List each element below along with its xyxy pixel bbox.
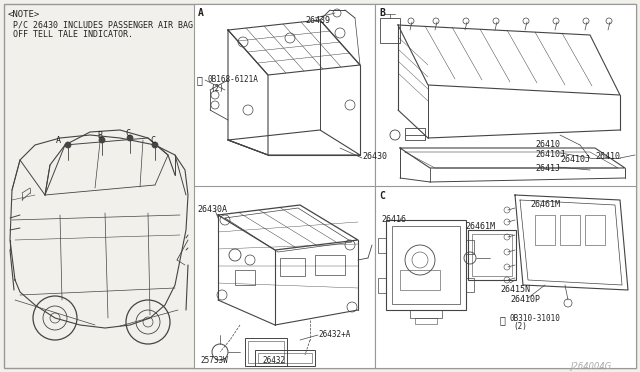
Text: A: A <box>198 8 204 18</box>
Circle shape <box>127 135 133 141</box>
Text: 26432+A: 26432+A <box>318 330 350 339</box>
Text: J264004G: J264004G <box>570 362 611 371</box>
Bar <box>255 350 315 366</box>
Text: C: C <box>379 191 385 201</box>
Text: (2): (2) <box>513 322 527 331</box>
Bar <box>468 230 516 280</box>
Text: 0B310-31010: 0B310-31010 <box>510 314 561 323</box>
Bar <box>410 310 442 318</box>
Bar <box>400 270 440 290</box>
Text: 2641J: 2641J <box>535 164 560 173</box>
Bar <box>248 341 284 363</box>
Bar <box>560 215 580 245</box>
Text: A: A <box>56 136 61 145</box>
Text: ⓤ: ⓤ <box>500 315 506 325</box>
Bar <box>280 258 305 276</box>
Bar <box>245 338 287 366</box>
Text: 26410: 26410 <box>535 140 560 149</box>
Circle shape <box>152 142 158 148</box>
Text: 26410: 26410 <box>595 152 620 161</box>
Text: 26415N: 26415N <box>500 285 530 294</box>
Text: B: B <box>379 8 385 18</box>
Text: 26432: 26432 <box>262 356 285 365</box>
Bar <box>585 215 605 245</box>
Bar <box>235 270 255 285</box>
Text: 26461M: 26461M <box>465 222 495 231</box>
Text: 26430A: 26430A <box>197 205 227 214</box>
Bar <box>315 255 345 275</box>
Bar <box>378 238 386 253</box>
Bar <box>194 186 375 368</box>
Text: 26430: 26430 <box>362 152 387 161</box>
Bar <box>386 220 466 310</box>
Bar <box>380 18 400 43</box>
Text: Ⓑ: Ⓑ <box>197 75 203 85</box>
Text: 26410J: 26410J <box>560 155 590 164</box>
Circle shape <box>99 137 105 143</box>
Text: (2): (2) <box>210 84 224 93</box>
Text: <NOTE>: <NOTE> <box>8 10 40 19</box>
Bar <box>392 226 460 304</box>
Bar <box>375 186 636 368</box>
Bar <box>194 4 375 187</box>
Text: C: C <box>125 129 130 138</box>
Text: 26416: 26416 <box>381 215 406 224</box>
Bar <box>375 4 636 187</box>
Bar <box>466 278 474 292</box>
Bar <box>472 234 512 276</box>
Text: 26461M: 26461M <box>530 200 560 209</box>
Bar <box>378 278 386 293</box>
Text: 26410J: 26410J <box>535 150 565 159</box>
Bar <box>405 128 425 140</box>
Bar <box>415 318 437 324</box>
Text: 26410P: 26410P <box>510 295 540 304</box>
Text: P/C 26430 INCLUDES PASSENGER AIR BAG: P/C 26430 INCLUDES PASSENGER AIR BAG <box>8 20 193 29</box>
Text: 0B168-6121A: 0B168-6121A <box>207 75 258 84</box>
Circle shape <box>65 142 71 148</box>
Text: C: C <box>150 136 155 145</box>
Bar <box>535 215 555 245</box>
Text: B: B <box>97 131 102 140</box>
Text: OFF TELL TALE INDICATOR.: OFF TELL TALE INDICATOR. <box>8 30 133 39</box>
Text: 25733W: 25733W <box>200 356 228 365</box>
Text: 26439: 26439 <box>305 16 330 25</box>
Bar <box>258 353 312 363</box>
Bar <box>466 240 474 254</box>
